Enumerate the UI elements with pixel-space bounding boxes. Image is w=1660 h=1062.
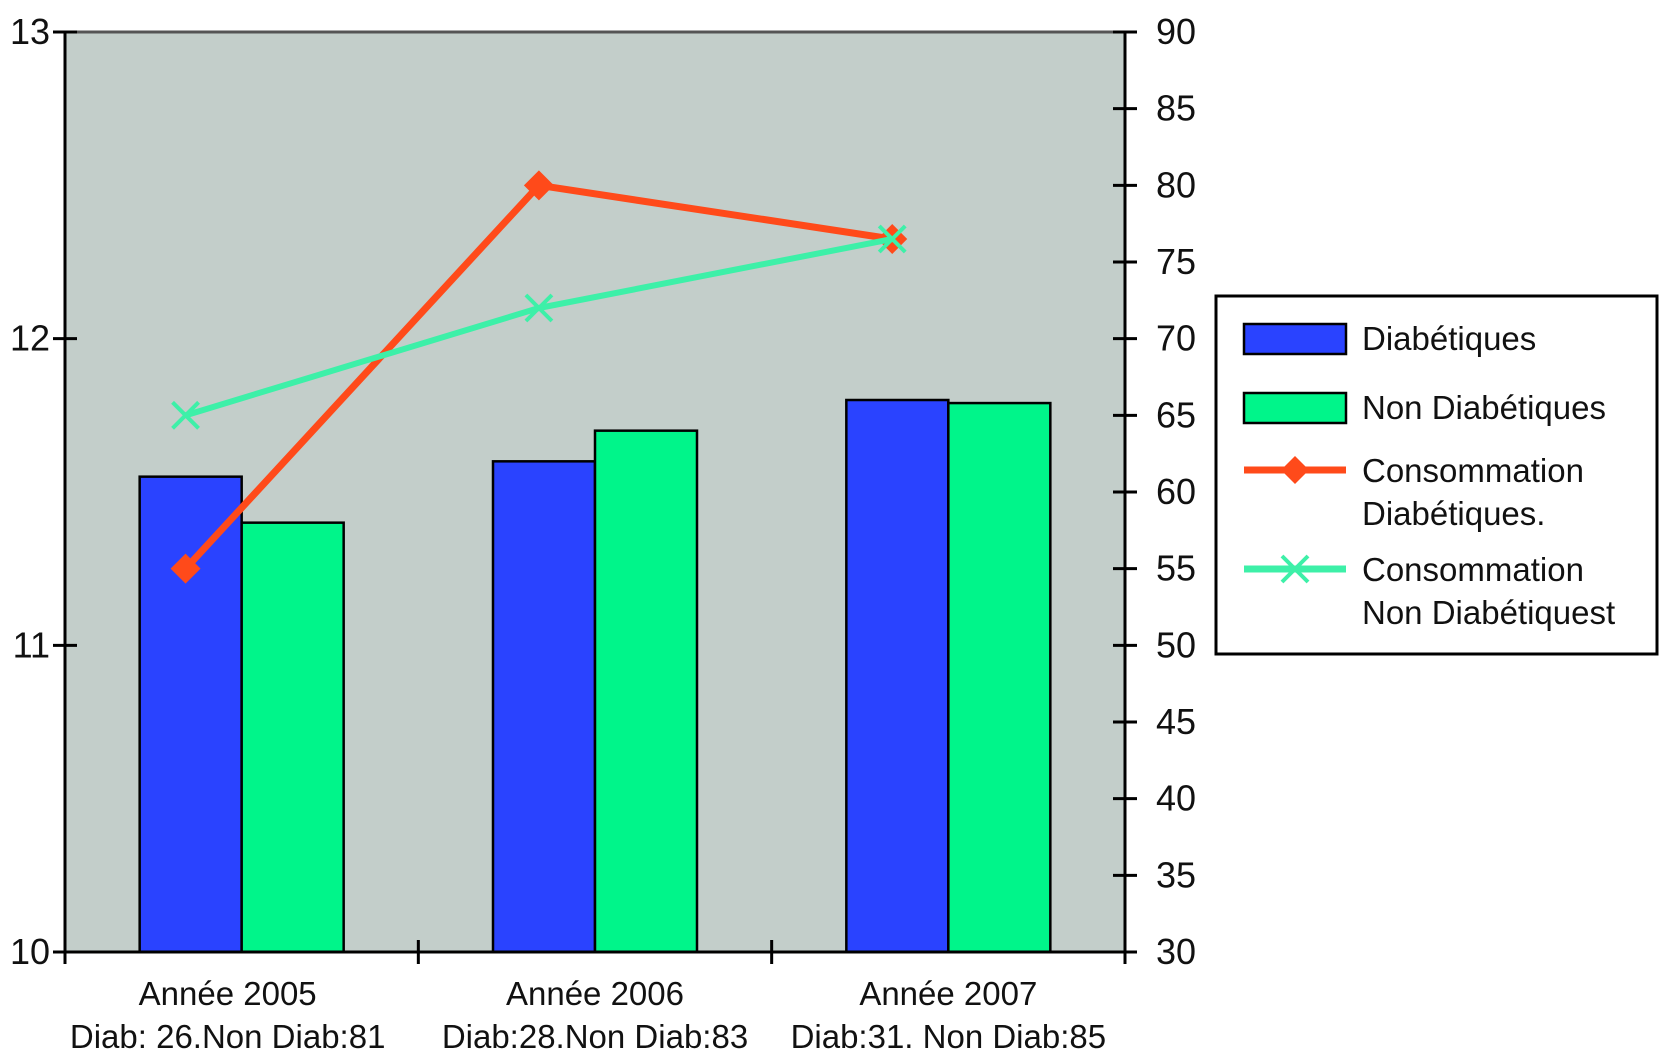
left-tick-label: 10 xyxy=(10,931,50,972)
bar-diabetiques-1 xyxy=(491,460,597,954)
legend-label: Consommation xyxy=(1362,452,1584,489)
legend-swatch-line-0 xyxy=(1244,456,1346,484)
left-tick-label: 13 xyxy=(10,11,50,52)
diamond-marker-0 xyxy=(170,553,201,584)
category-label: Année 2006 xyxy=(506,975,684,1012)
right-tick-label: 60 xyxy=(1156,471,1196,512)
right-tick-label: 50 xyxy=(1156,624,1196,665)
legend-label: Diabétiques xyxy=(1362,320,1536,357)
legend-swatch-line-1 xyxy=(1244,554,1346,584)
right-tick-label: 75 xyxy=(1156,241,1196,282)
legend-swatch-bar-0 xyxy=(1242,322,1348,356)
x-marker-2 xyxy=(877,224,907,254)
right-tick-label: 30 xyxy=(1156,931,1196,972)
bar-diabetiques-0 xyxy=(138,475,243,954)
right-tick-label: 90 xyxy=(1156,11,1196,52)
category-sublabel: Diab:31. Non Diab:85 xyxy=(791,1018,1107,1055)
legend-label: Diabétiques. xyxy=(1362,495,1545,532)
bar-non-diabetiques-1 xyxy=(593,429,699,954)
bars-layer xyxy=(138,398,1052,954)
category-sublabel: Diab: 26.Non Diab:81 xyxy=(70,1018,386,1055)
left-tick-label: 12 xyxy=(10,318,50,359)
axes-layer: 10 11 12 13 30 35 40 45 50 55 60 65 70 75 80 85 90 Année … xyxy=(10,11,1196,1055)
legend-swatch-bar-1 xyxy=(1242,391,1348,425)
legend-label: Consommation xyxy=(1362,551,1584,588)
bar-non-diabetiques-0 xyxy=(240,521,345,954)
right-tick-label: 55 xyxy=(1156,548,1196,589)
legend: Diabétiques Non Diabétiques Consommation Di… xyxy=(1214,294,1659,656)
right-tick-label: 65 xyxy=(1156,394,1196,435)
right-tick-label: 40 xyxy=(1156,778,1196,819)
category-label: Année 2005 xyxy=(139,975,317,1012)
lines-layer xyxy=(170,170,908,584)
bar-non-diabetiques-2 xyxy=(947,401,1052,954)
right-tick-label: 70 xyxy=(1156,318,1196,359)
legend-label: Non Diabétiquest xyxy=(1362,594,1615,631)
diamond-marker-1 xyxy=(523,170,554,201)
category-label: Année 2007 xyxy=(859,975,1037,1012)
category-sublabel: Diab:28.Non Diab:83 xyxy=(442,1018,748,1055)
x-marker-0 xyxy=(171,400,200,430)
x-marker-1 xyxy=(524,293,554,323)
right-tick-label: 35 xyxy=(1156,854,1196,895)
bar-diabetiques-2 xyxy=(845,398,950,954)
left-tick-label: 11 xyxy=(13,624,50,665)
right-tick-label: 80 xyxy=(1156,164,1196,205)
right-tick-label: 45 xyxy=(1156,701,1196,742)
legend-label: Non Diabétiques xyxy=(1362,389,1606,426)
right-tick-label: 85 xyxy=(1156,88,1196,129)
